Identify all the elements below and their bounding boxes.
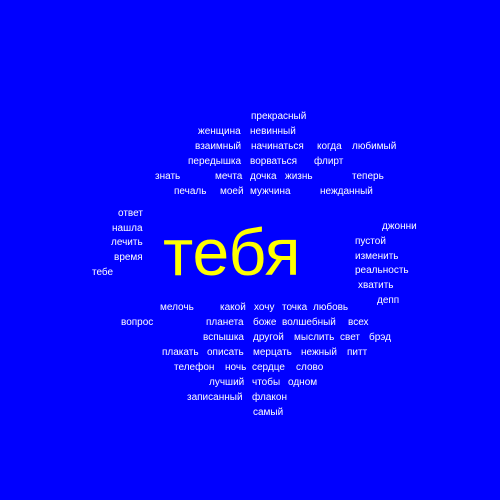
word-cloud-word: волшебный — [282, 317, 336, 328]
word-cloud-word: реальность — [355, 265, 409, 276]
word-cloud-word: моей — [220, 186, 244, 197]
word-cloud-word: начинаться — [251, 141, 304, 152]
word-cloud-word: вспышка — [203, 332, 244, 343]
word-cloud-word: время — [114, 252, 143, 263]
word-cloud-word: всех — [348, 317, 369, 328]
word-cloud-word: плакать — [162, 347, 199, 358]
word-cloud-word: мерцать — [253, 347, 292, 358]
word-cloud-word: любовь — [313, 302, 349, 313]
word-cloud-word: жизнь — [285, 171, 313, 182]
word-cloud-word: дочка — [250, 171, 277, 182]
word-cloud-word: хочу — [254, 302, 275, 313]
word-cloud-word: мелочь — [160, 302, 194, 313]
word-cloud-word: передышка — [188, 156, 242, 167]
word-cloud-word: телефон — [174, 362, 215, 373]
word-cloud-word: депп — [377, 295, 400, 306]
word-cloud-word: ворваться — [250, 156, 298, 167]
word-cloud-word: записанный — [187, 392, 243, 403]
word-cloud-word: джонни — [382, 221, 417, 232]
word-cloud-word: ночь — [225, 362, 247, 373]
word-cloud-word: брэд — [369, 332, 392, 343]
word-cloud-word: описать — [207, 347, 244, 358]
word-cloud-word: изменить — [355, 251, 399, 262]
word-cloud-word: свет — [340, 332, 361, 343]
word-cloud-word: одном — [288, 377, 318, 388]
word-cloud-word: мыслить — [294, 332, 335, 343]
word-cloud-word: когда — [317, 141, 342, 152]
word-cloud-word: лечить — [111, 237, 143, 248]
word-cloud-word: сердце — [252, 362, 285, 373]
word-cloud-word: вопрос — [121, 317, 154, 328]
word-cloud-word: знать — [155, 171, 181, 182]
word-cloud-word: питт — [347, 347, 368, 358]
word-cloud-word: пустой — [355, 236, 386, 247]
word-cloud-word: ответ — [118, 208, 143, 219]
word-cloud-word: слово — [296, 362, 324, 373]
word-cloud-word: флакон — [252, 392, 287, 403]
word-cloud-word: теперь — [352, 171, 384, 182]
word-cloud-word: женщина — [198, 126, 241, 137]
word-cloud-word: тебе — [92, 267, 114, 278]
word-cloud-word: самый — [253, 407, 284, 418]
word-cloud-word: какой — [220, 302, 246, 313]
word-cloud-word: чтобы — [252, 377, 281, 388]
word-cloud-word: мужчина — [250, 186, 291, 197]
word-cloud-word: невинный — [250, 126, 296, 137]
word-cloud-word: нежданный — [320, 186, 373, 197]
word-cloud-word: нежный — [301, 347, 337, 358]
word-cloud-word: прекрасный — [251, 111, 307, 122]
word-cloud-word: другой — [253, 332, 284, 343]
word-cloud-word: планета — [206, 317, 244, 328]
word-cloud-word: любимый — [352, 141, 397, 152]
word-cloud-word: печаль — [174, 186, 207, 197]
word-cloud-word: мечта — [215, 171, 243, 182]
word-cloud-word: флирт — [314, 156, 344, 167]
word-cloud-word: хватить — [358, 280, 394, 291]
word-cloud-word: точка — [282, 302, 308, 313]
word-cloud-word: взаимный — [195, 141, 242, 152]
word-cloud-word: лучший — [209, 377, 245, 388]
word-cloud-word: нашла — [112, 223, 143, 234]
word-cloud-word: боже — [253, 317, 277, 328]
word-cloud-main-word: тебя — [163, 215, 301, 289]
